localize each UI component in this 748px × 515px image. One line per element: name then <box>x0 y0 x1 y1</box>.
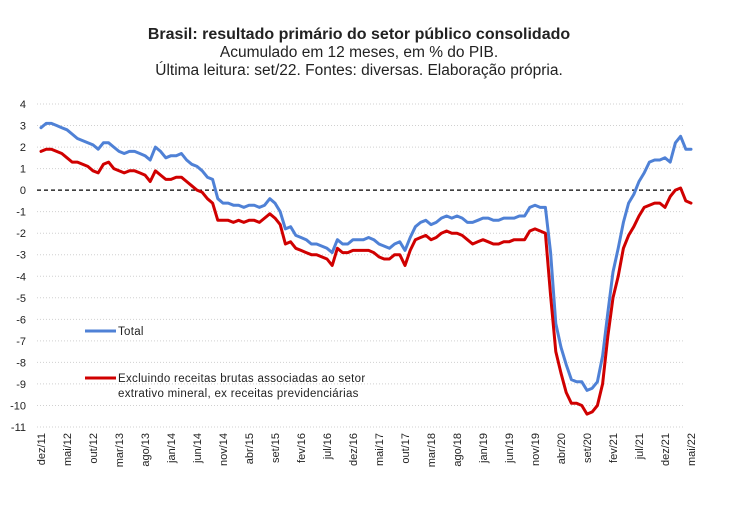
x-tick-label: fev/16 <box>296 433 308 463</box>
x-tick-label: jul/21 <box>634 433 646 460</box>
x-tick-label: dez/11 <box>36 433 48 465</box>
legend-label: Excluindo receitas brutas associadas ao … <box>118 373 365 385</box>
y-tick-label: -4 <box>16 271 26 283</box>
x-tick-label: nov/14 <box>218 433 230 466</box>
y-tick-label: -7 <box>16 336 26 348</box>
y-tick-label: -9 <box>16 379 26 391</box>
y-tick-label: 3 <box>20 121 26 133</box>
y-tick-label: -6 <box>16 314 26 326</box>
y-tick-label: -11 <box>11 422 26 434</box>
y-tick-label: -3 <box>16 250 26 262</box>
x-tick-label: jun/14 <box>192 433 204 464</box>
y-tick-label: 0 <box>20 185 26 197</box>
x-tick-label: abr/15 <box>244 433 256 464</box>
x-tick-label: mai/22 <box>686 433 698 466</box>
x-tick-label: jan/14 <box>166 433 178 464</box>
series-line-total <box>39 121 693 392</box>
x-tick-label: ago/13 <box>140 433 152 467</box>
x-tick-label: jul/16 <box>322 433 334 460</box>
legend-label: Total <box>118 326 144 338</box>
x-tick-label: ago/18 <box>452 433 464 467</box>
legend-label: extrativo mineral, ex receitas previdenc… <box>118 388 359 400</box>
y-tick-label: -10 <box>10 400 26 412</box>
chart-title: Brasil: resultado primário do setor públ… <box>147 26 571 43</box>
y-tick-label: 4 <box>20 99 26 111</box>
x-tick-label: out/12 <box>88 433 100 464</box>
x-tick-label: jun/19 <box>504 433 516 464</box>
chart-subtitle: Acumulado em 12 meses, em % do PIB. <box>219 44 499 61</box>
x-tick-label: mai/12 <box>62 433 74 466</box>
x-tick-label: fev/21 <box>608 433 620 463</box>
x-tick-label: abr/20 <box>556 433 568 464</box>
y-tick-label: -1 <box>16 207 26 219</box>
y-tick-label: -2 <box>16 228 26 240</box>
x-tick-label: set/20 <box>582 433 594 463</box>
chart-note: Última leitura: set/22. Fontes: diversas… <box>155 62 563 79</box>
x-tick-label: dez/21 <box>660 433 672 466</box>
y-tick-label: 2 <box>20 142 26 154</box>
x-tick-label: mai/17 <box>374 433 386 466</box>
x-tick-label: mar/18 <box>426 433 438 467</box>
x-tick-label: mar/13 <box>114 433 126 467</box>
y-tick-label: -8 <box>16 357 26 369</box>
x-tick-label: nov/19 <box>530 433 542 466</box>
x-tick-label: dez/16 <box>348 433 360 466</box>
x-tick-label: set/15 <box>270 433 282 463</box>
y-tick-label: -5 <box>16 293 26 305</box>
chart-title-block: Brasil: resultado primário do setor públ… <box>0 26 748 80</box>
series-line-excluindo <box>39 147 693 416</box>
y-tick-label: 1 <box>20 164 26 176</box>
x-tick-label: out/17 <box>400 433 412 464</box>
x-tick-label: jan/19 <box>478 433 490 464</box>
